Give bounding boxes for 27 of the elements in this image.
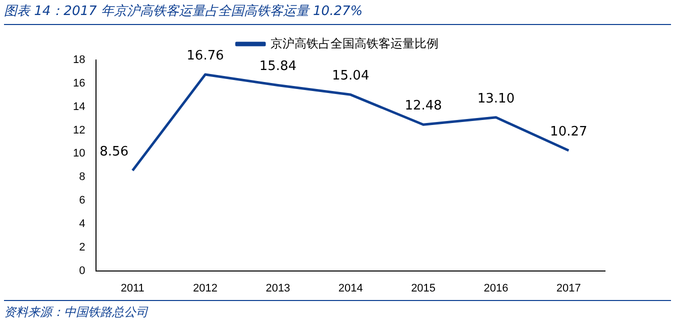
y-tick-label: 18: [72, 54, 86, 66]
x-tick-label: 2013: [266, 282, 290, 294]
x-tick-label: 2017: [556, 282, 581, 294]
data-label: 16.76: [186, 48, 224, 64]
y-tick-label: 14: [72, 100, 86, 113]
y-tick-label: 16: [72, 77, 86, 90]
y-tick-label: 2: [79, 241, 86, 254]
x-tick-label: 2015: [411, 282, 436, 294]
x-tick-label: 2016: [484, 282, 508, 294]
y-tick-label: 6: [79, 194, 86, 207]
data-label: 10.27: [550, 124, 588, 140]
y-tick-label: 8: [79, 171, 86, 184]
chart-title: 图表 14：2017 年京沪高铁客运量占全国高铁客运量 10.27%: [4, 2, 671, 25]
x-tick-label: 2012: [193, 282, 218, 294]
text: 资料来源：中国铁路总公司: [4, 300, 671, 321]
data-label: 13.10: [477, 91, 515, 106]
y-tick-label: 0: [79, 264, 86, 277]
y-tick-label: 12: [72, 124, 86, 136]
data-label: 15.04: [332, 68, 370, 84]
data-label: 8.56: [100, 144, 129, 160]
legend-label: 京沪高铁占全国高铁客运量比例: [270, 36, 438, 50]
y-tick-label: 10: [72, 148, 86, 160]
x-tick-label: 2014: [338, 282, 363, 294]
data-label: 15.84: [259, 59, 297, 74]
x-tick-label: 2011: [120, 282, 144, 294]
data-label: 12.48: [404, 98, 442, 114]
y-tick-label: 4: [79, 218, 86, 230]
